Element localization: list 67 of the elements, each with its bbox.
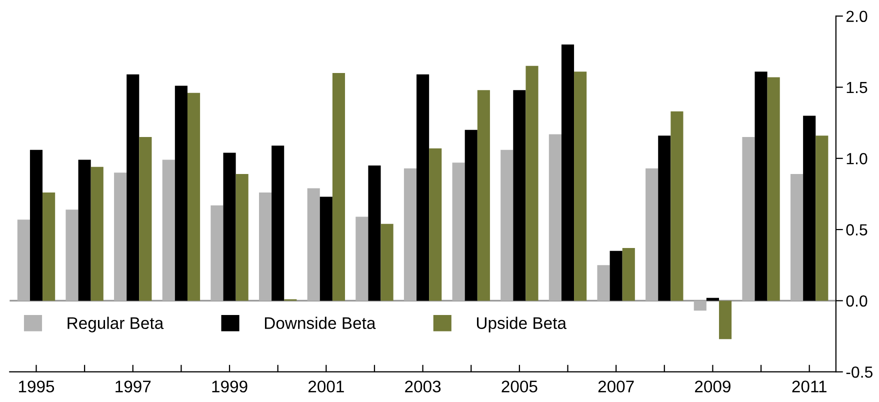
bar [597,265,610,301]
bar [694,300,706,311]
bar [139,137,152,301]
y-tick-label: 2.0 [846,10,868,22]
bar [380,224,394,301]
bar [658,136,671,301]
bar [561,44,574,301]
bar [90,166,104,301]
bar [320,196,332,301]
bar [754,72,768,301]
bar [30,150,43,301]
x-tick-label: 1997 [116,380,151,392]
bar [670,111,684,301]
bar [368,166,381,301]
bar [429,148,442,301]
y-tick-label: -0.5 [846,366,873,378]
x-tick-label: 2005 [502,380,538,392]
bar [17,220,30,301]
bar [404,168,417,301]
bar [187,92,200,301]
bar [210,205,224,301]
bar [790,174,804,301]
bar [646,168,658,301]
bar [162,160,175,301]
bar [356,216,368,301]
x-tick-label: 1999 [212,380,248,392]
bar [526,66,538,301]
legend-label: Upside Beta [476,316,567,332]
bar [272,146,284,301]
x-tick-label: 2003 [405,380,441,392]
bar [622,248,635,301]
bar [307,188,320,301]
x-tick-label: 2007 [598,380,634,392]
x-tick-label: 2011 [792,380,826,392]
bar [816,136,828,301]
x-tick-label: 2001 [308,380,344,392]
bar [78,160,91,301]
bar [500,150,514,301]
bar [236,174,248,301]
bar [718,300,732,340]
bar [767,77,780,301]
bar [332,73,346,301]
y-tick-label: 1.5 [846,82,868,94]
bar [66,210,78,301]
x-tick-label: 2009 [695,380,730,392]
bar [513,90,526,301]
bar [464,130,478,301]
legend-label: Downside Beta [264,316,376,330]
y-tick-label: 0.5 [846,224,868,236]
y-tick-label: 1.0 [846,153,868,164]
bar [452,162,465,301]
y-tick-label: 0.0 [846,295,868,307]
bar [574,72,587,301]
bar [548,134,562,301]
bar [477,90,490,301]
bar [803,116,816,301]
bar [610,250,622,301]
bar [42,192,56,301]
bar [174,86,188,301]
bar [416,74,430,301]
bar [114,172,127,301]
bar [258,192,272,301]
x-tick-label: 1995 [18,380,54,392]
legend-label: Regular Beta [68,316,164,332]
bar [742,137,755,301]
bar [223,152,236,301]
bar [126,74,140,301]
